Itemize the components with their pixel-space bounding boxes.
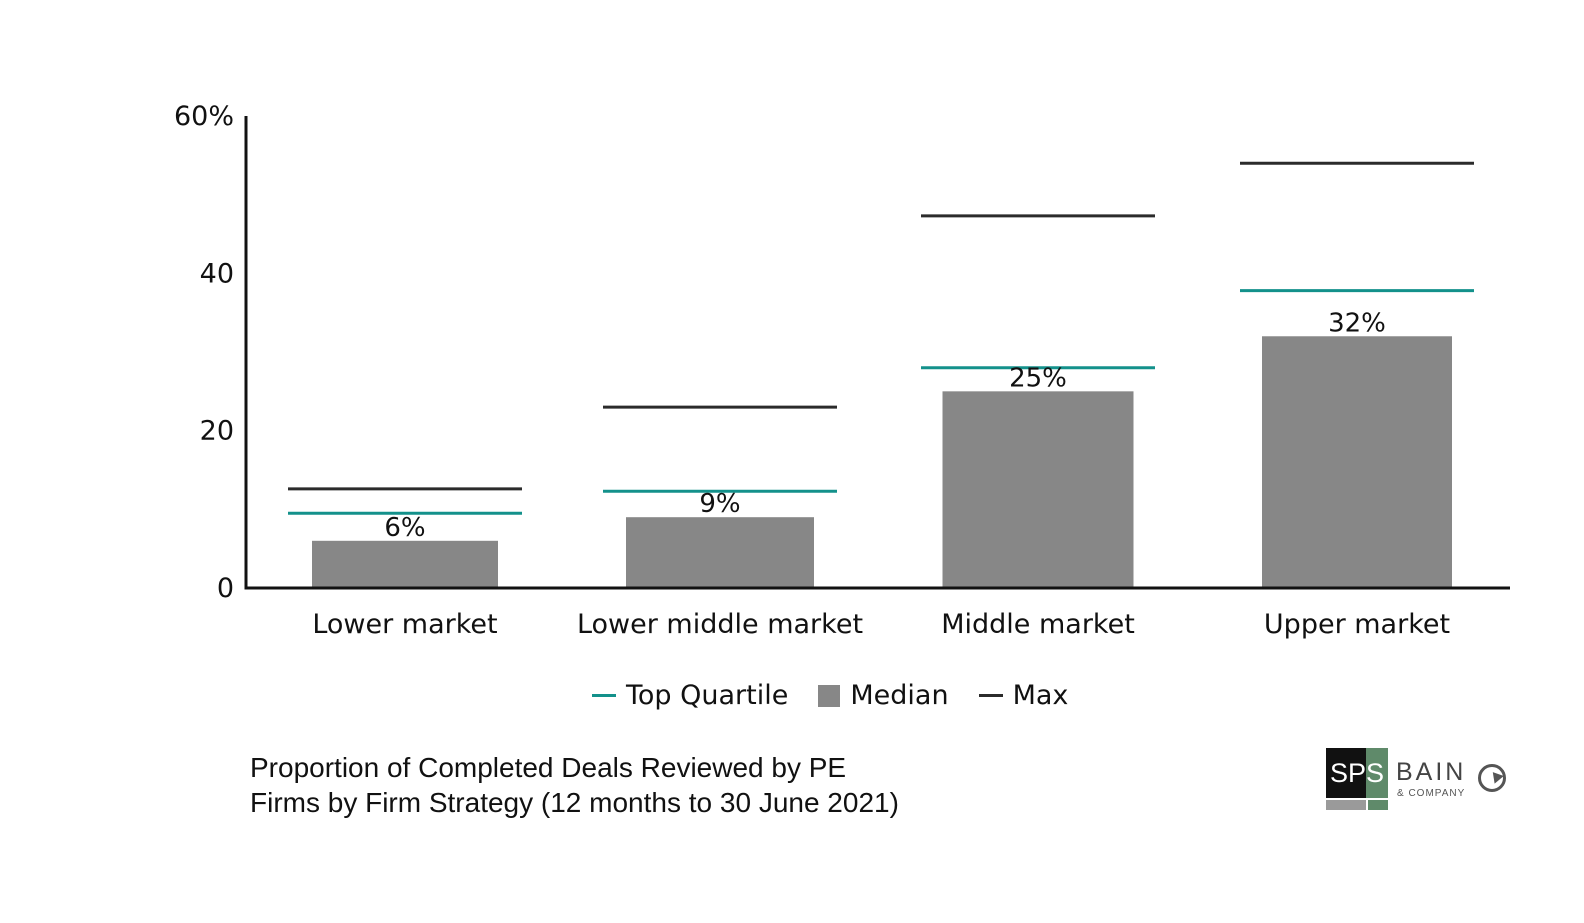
- legend-item-median: Median: [818, 680, 949, 711]
- logo-bar-green: [1368, 800, 1388, 810]
- x-category-label-3: Upper market: [1264, 609, 1450, 640]
- x-category-label-1: Lower middle market: [577, 609, 863, 640]
- x-category-label-0: Lower market: [312, 609, 497, 640]
- y-tick-label-1: 20: [200, 416, 234, 447]
- data-label-3: 32%: [1328, 308, 1386, 338]
- legend-label-max: Max: [1012, 680, 1069, 711]
- bar-median-1: [626, 517, 814, 588]
- chart-caption: Proportion of Completed Deals Reviewed b…: [250, 750, 1010, 820]
- y-tick-label-3: 60%: [174, 101, 234, 132]
- data-label-1: 9%: [699, 489, 740, 519]
- logo-sps-right: S: [1366, 748, 1388, 798]
- logo-bain-text: BAIN: [1396, 758, 1467, 786]
- legend-swatch-top-quartile: [592, 694, 616, 697]
- logo-sps-left: SP: [1326, 748, 1366, 798]
- legend-item-max: Max: [978, 680, 1069, 711]
- legend-swatch-max: [978, 694, 1003, 697]
- bar-median-3: [1262, 336, 1452, 588]
- caption-line-1: Proportion of Completed Deals Reviewed b…: [250, 752, 847, 783]
- caption-line-2: Firms by Firm Strategy (12 months to 30 …: [250, 787, 899, 818]
- bar-median-2: [942, 391, 1134, 588]
- bar-median-0: [312, 540, 498, 588]
- data-label-0: 6%: [384, 513, 425, 543]
- logo-bar-grey: [1326, 800, 1366, 810]
- logo-company-text: & COMPANY: [1397, 788, 1466, 799]
- y-tick-label-2: 40: [200, 258, 234, 289]
- legend-swatch-median: [818, 684, 841, 707]
- sps-bain-logo: SP S BAIN & COMPANY: [1326, 748, 1516, 812]
- x-category-label-2: Middle market: [941, 609, 1135, 640]
- bain-compass-icon: [1478, 764, 1506, 792]
- legend-label-median: Median: [850, 680, 949, 711]
- data-label-2: 25%: [1009, 363, 1067, 393]
- legend-item-top-quartile: Top Quartile: [592, 680, 788, 711]
- legend-label-top-quartile: Top Quartile: [626, 680, 789, 711]
- y-tick-label-0: 0: [217, 573, 234, 604]
- chart-legend: Top Quartile Median Max: [592, 680, 1098, 711]
